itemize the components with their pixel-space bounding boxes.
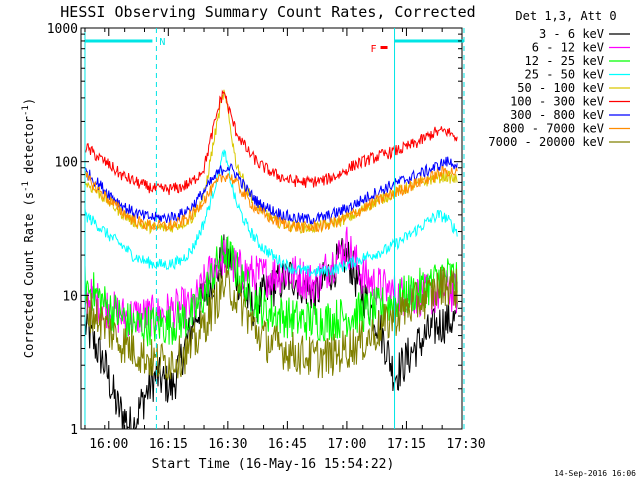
y-axis: 1 10 100 1000 bbox=[47, 22, 462, 438]
y-axis-label-part1: Corrected Count Rate (s bbox=[22, 192, 36, 358]
series-layer bbox=[84, 89, 458, 430]
y-tick-label: 1000 bbox=[47, 22, 78, 37]
x-tick-label: 16:00 bbox=[89, 437, 128, 452]
legend-label-6: 300 - 800 keV bbox=[510, 108, 604, 122]
footer-timestamp: 14-Sep-2016 16:06 bbox=[554, 469, 636, 478]
series-line-3 bbox=[84, 149, 458, 277]
series-line-8 bbox=[84, 265, 458, 381]
y-tick-label: 100 bbox=[55, 156, 78, 171]
legend-label-8: 7000 - 20000 keV bbox=[488, 135, 604, 149]
legend-label-2: 12 - 25 keV bbox=[525, 54, 604, 68]
x-tick-label: 16:15 bbox=[149, 437, 188, 452]
x-tick-label: 17:00 bbox=[327, 437, 366, 452]
y-axis-label-sup1: -1 bbox=[21, 181, 31, 192]
x-axis: 16:00 16:15 16:30 16:45 17:00 17:15 17:30 bbox=[84, 28, 486, 452]
flare-flag bbox=[380, 46, 388, 49]
y-tick-label: 1 bbox=[70, 423, 78, 438]
legend-label-3: 25 - 50 keV bbox=[525, 68, 604, 82]
legend-title: Det 1,3, Att 0 bbox=[515, 9, 616, 23]
y-axis-label: Corrected Count Rate (s-1 detector-1) bbox=[21, 98, 36, 358]
legend-label-4: 50 - 100 keV bbox=[517, 81, 604, 95]
legend-label-7: 800 - 7000 keV bbox=[503, 122, 604, 136]
y-axis-label-part3: ) bbox=[22, 98, 36, 105]
flare-label: F bbox=[371, 44, 377, 55]
legend-label-5: 100 - 300 keV bbox=[510, 95, 604, 109]
x-axis-label: Start Time (16-May-16 15:54:22) bbox=[152, 457, 395, 472]
series-line-6 bbox=[84, 156, 458, 225]
legend-label-1: 6 - 12 keV bbox=[532, 41, 604, 55]
y-axis-label-sup2: -1 bbox=[21, 105, 31, 116]
y-axis-label-part2: detector bbox=[22, 116, 36, 181]
x-tick-label: 16:30 bbox=[208, 437, 247, 452]
night-label: N bbox=[159, 37, 165, 48]
chart-title: HESSI Observing Summary Count Rates, Cor… bbox=[60, 3, 475, 21]
series-line-7 bbox=[84, 166, 458, 234]
x-tick-label: 17:30 bbox=[446, 437, 485, 452]
x-tick-label: 16:45 bbox=[268, 437, 307, 452]
marker-layer: NF bbox=[84, 28, 465, 429]
x-tick-label: 17:15 bbox=[387, 437, 426, 452]
y-tick-label: 10 bbox=[62, 289, 78, 304]
legend-label-0: 3 - 6 keV bbox=[539, 27, 604, 41]
series-line-5 bbox=[84, 89, 458, 196]
series-line-2 bbox=[84, 235, 458, 347]
plot-frame bbox=[80, 27, 463, 430]
series-line-4 bbox=[84, 89, 458, 235]
